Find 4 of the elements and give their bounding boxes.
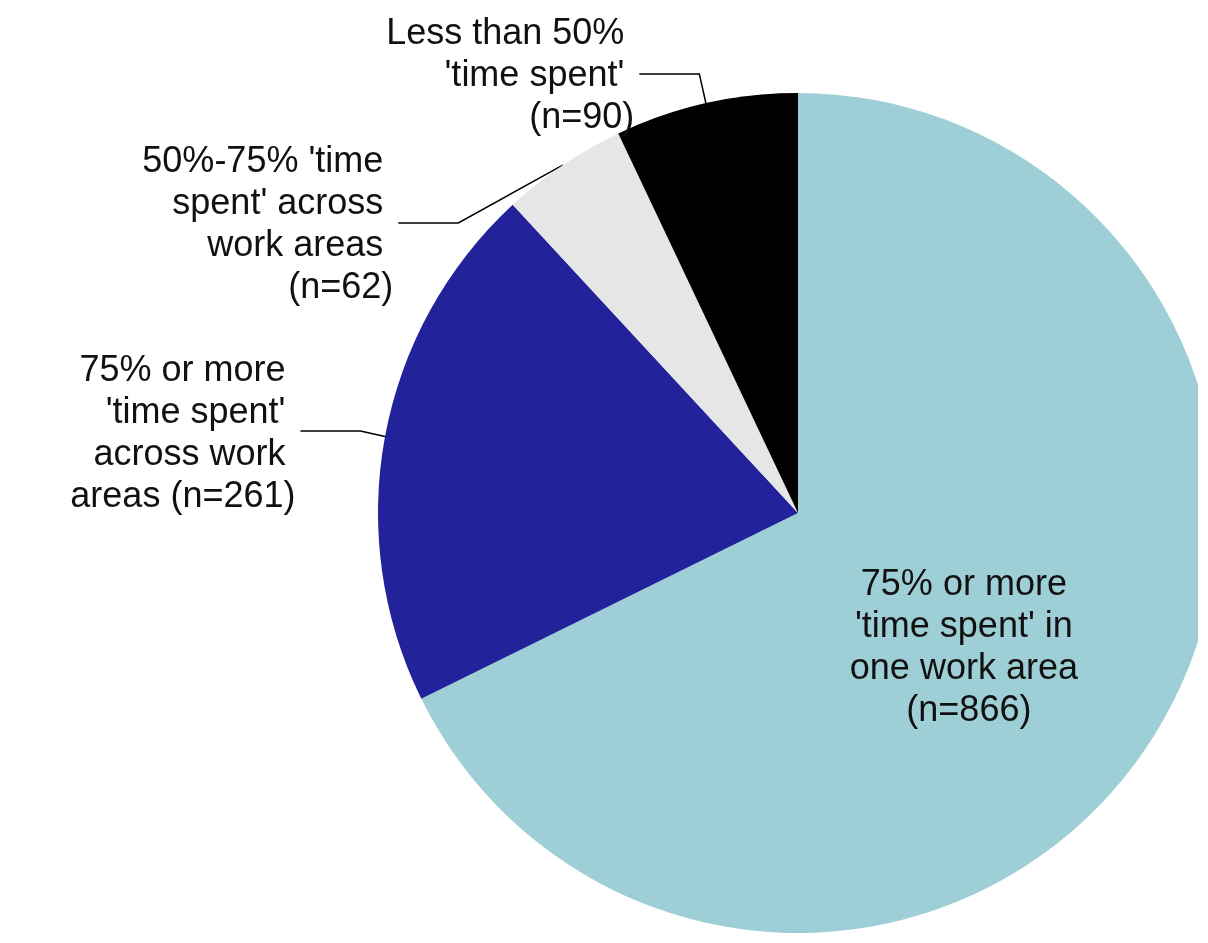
slice-label: 50%-75% 'time spent' across work areas (n=62) xyxy=(142,139,394,307)
slice-label: 75% or more 'time spent' across work areas (n=261) xyxy=(70,347,296,515)
slice-label: 75% or more 'time spent' in one work area (n=866) xyxy=(849,561,1088,729)
slice-label: Less than 50% 'time spent' (n=90) xyxy=(386,11,635,137)
